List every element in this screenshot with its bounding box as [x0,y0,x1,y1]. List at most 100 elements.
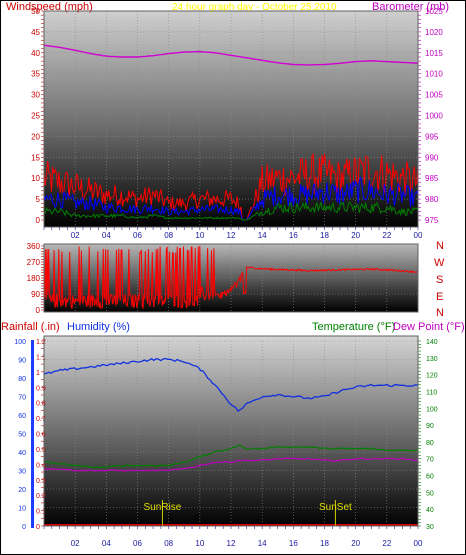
humidity-axis-tick-label: 20 [18,487,26,494]
baro-axis-tick-label: 980 [425,195,439,204]
direction-axis-tick-label: 180 [27,274,41,283]
wind-axis-tick-label: 15 [31,153,40,162]
barometer-label: Barometer (mb) [372,1,449,13]
time-tick-label: 14 [258,539,267,548]
baro-axis-tick-label: 990 [425,153,439,162]
wind-direction-series [43,246,418,310]
time-tick-label: 16 [289,231,298,240]
time-tick-label: 06 [133,539,142,548]
wind-axis-tick-label: 35 [31,70,40,79]
humidity-temp-series [43,357,419,526]
wind-baro-axes: 0510152025303540455097598098599099510001… [31,7,443,240]
temperature-axis-tick-label: 130 [426,356,438,363]
time-tick-label: 02 [71,539,80,548]
baro-axis-tick-label: 1015 [425,49,443,58]
dewpoint-series [43,457,419,472]
temperature-label: Temperature (°F) [312,321,395,333]
sunrise-label: SunRise [144,502,182,513]
rainfall-axis-tick-label: 1.2 [36,339,46,346]
rainfall-axis-tick-label: 0.6 [36,432,46,439]
time-tick-label: 20 [351,539,360,548]
wind-axis-tick-label: 0 [36,216,41,225]
time-tick-label: 08 [164,231,173,240]
rainfall-axis-tick-label: 0.3 [36,478,46,485]
humidity-axis-tick-label: 80 [18,376,26,383]
wind-avg-series [43,175,419,221]
direction-axis-tick-label: 270 [27,258,41,267]
rainfall-axis-tick-label: 1.1 [36,354,46,361]
time-tick-label: 10 [195,539,204,548]
humidity-axis-tick-label: 90 [18,358,26,365]
humidity-axis-tick-label: 100 [14,339,26,346]
dewpoint-label: Dew Point (°F) [393,321,465,333]
compass-n-bottom: N [436,307,444,319]
rainfall-axis-bar [31,340,34,528]
time-tick-label: 14 [258,231,267,240]
temperature-axis-tick-label: 30 [426,524,434,531]
time-tick-label: 02 [71,231,80,240]
time-tick-label: 12 [227,231,236,240]
baro-axis-tick-label: 1010 [425,70,443,79]
time-tick-label: 08 [164,539,173,548]
time-tick-label: 12 [227,539,236,548]
wind-gust-series [43,152,419,221]
humidity-axis-tick-label: 40 [18,450,26,457]
temperature-axis-tick-label: 140 [426,339,438,346]
compass-e: E [436,291,443,303]
rainfall-label: Rainfall (.in) [1,321,60,333]
direction-axis-tick-label: 0 [36,306,41,315]
time-tick-label: 18 [320,539,329,548]
rainfall-axis-tick-label: 0.4 [36,462,46,469]
baro-axis-tick-label: 995 [425,132,439,141]
time-tick-label: 22 [382,231,391,240]
wind-axis-tick-label: 20 [31,132,40,141]
baro-axis-tick-label: 1025 [425,7,443,16]
humidity-label: Humidity (%) [67,321,130,333]
temperature-axis-tick-label: 50 [426,490,434,497]
time-tick-label: 04 [102,539,111,548]
direction-axis-tick-label: 90 [31,290,40,299]
rainfall-axis-tick-label: 0 [36,524,40,531]
temperature-axis-tick-label: 90 [426,423,434,430]
barometer-series [43,44,419,66]
humidity-temp-gridlines [44,340,419,526]
wind-direction-series [43,246,418,310]
temperature-axis-tick-label: 40 [426,507,434,514]
time-tick-label: 04 [102,231,111,240]
humidity-axis-tick-label: 30 [18,469,26,476]
wind-baro-frame [43,10,419,228]
humidity-temp-frame [43,335,419,527]
graph-title: 24 hour graph day - October 25,2010 [172,2,337,13]
humidity-axis-tick-label: 60 [18,413,26,420]
wind-axis-tick-label: 40 [31,49,40,58]
temperature-series [44,444,419,469]
rainfall-axis-tick-label: 0.7 [36,416,46,423]
wind-min-series [43,201,419,221]
sunset-label: SunSet [319,502,352,513]
compass-n-top: N [436,240,444,252]
time-tick-label: 16 [289,539,298,548]
rainfall-axis-tick-label: 0.8 [36,401,46,408]
time-tick-label: 18 [320,231,329,240]
direction-axis-tick-label: 360 [27,242,41,251]
wind-axis-tick-label: 10 [31,174,40,183]
temperature-axis-tick-label: 120 [426,373,438,380]
temperature-axis-tick-label: 60 [426,474,434,481]
baro-axis-tick-label: 985 [425,174,439,183]
time-tick-label: 00 [414,231,423,240]
windspeed-label: Windspeed (mph) [6,1,93,13]
rainfall-axis-tick-label: 0.5 [36,447,46,454]
wind-axis-tick-label: 25 [31,112,40,121]
wind-axis-tick-label: 5 [36,195,41,204]
baro-axis-tick-label: 1005 [425,91,443,100]
wind-baro-gridlines [44,11,419,227]
humidity-axis-tick-label: 50 [18,432,26,439]
compass-s: S [436,274,443,286]
time-tick-label: 22 [382,539,391,548]
baro-axis-tick-label: 1000 [425,112,443,121]
baro-axis-tick-label: 1020 [425,28,443,37]
compass-w: W [434,257,445,269]
temperature-axis-tick-label: 70 [426,457,434,464]
rainfall-axis-tick-label: 0.9 [36,385,46,392]
